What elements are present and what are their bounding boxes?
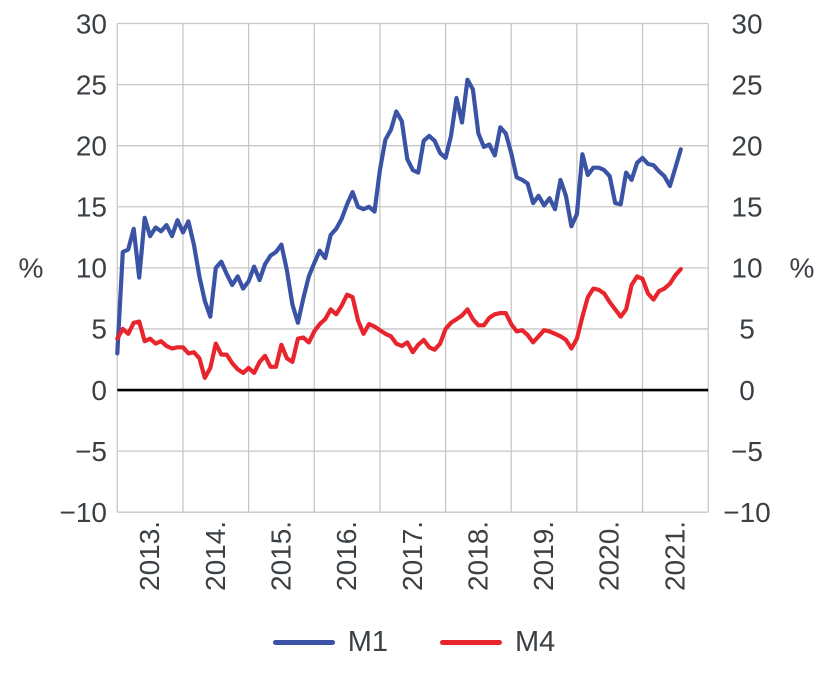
y-tick-label-left: 0 <box>91 375 107 406</box>
y-tick-label-left: 15 <box>76 192 107 223</box>
y-tick-label-right: 5 <box>739 314 755 345</box>
x-tick-label: 2021. <box>659 521 690 591</box>
x-tick-label: 2020. <box>594 521 625 591</box>
x-tick-label: 2014. <box>200 521 231 591</box>
y-tick-label-right: 20 <box>731 130 762 161</box>
x-tick-label: 2017. <box>397 521 428 591</box>
m1-series-line <box>115 77 683 356</box>
x-tick-label: 2019. <box>528 521 559 591</box>
y-axis-unit-right: % <box>790 253 815 284</box>
x-tick-label: 2013. <box>134 521 165 591</box>
y-tick-label-right: 30 <box>731 8 762 39</box>
x-tick-label: 2015. <box>265 521 296 591</box>
y-tick-label-left: 30 <box>76 8 107 39</box>
y-tick-label-right: 10 <box>731 253 762 284</box>
y-tick-label-right: 0 <box>739 375 755 406</box>
y-tick-label-left: 10 <box>76 253 107 284</box>
y-tick-label-left: −5 <box>75 436 107 467</box>
y-tick-label-right: −5 <box>731 436 763 467</box>
y-tick-label-left: 5 <box>91 314 107 345</box>
y-tick-label-left: 20 <box>76 130 107 161</box>
y-tick-label-right: 25 <box>731 69 762 100</box>
m4-series-line <box>115 267 683 380</box>
y-tick-label-right: −10 <box>723 497 771 528</box>
x-tick-label: 2018. <box>462 521 493 591</box>
y-axis-unit-left: % <box>19 253 44 284</box>
legend-label-m1: M1 <box>347 626 388 658</box>
chart-legend: M1 M4 <box>0 628 828 657</box>
y-tick-label-right: 15 <box>731 192 762 223</box>
m4-line-swatch <box>440 640 502 645</box>
legend-label-m4: M4 <box>515 626 556 658</box>
legend-item-m1: M1 <box>272 626 388 658</box>
m1-line-swatch <box>272 640 335 645</box>
x-tick-label: 2016. <box>331 521 362 591</box>
y-tick-label-left: −10 <box>60 497 108 528</box>
legend-item-m4: M4 <box>440 628 555 657</box>
y-tick-label-left: 25 <box>76 69 107 100</box>
